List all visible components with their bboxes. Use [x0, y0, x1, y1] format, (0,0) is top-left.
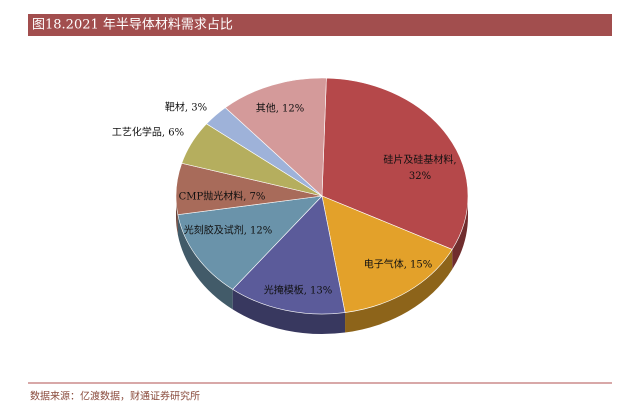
slice-label: CMP抛光材料, 7%	[179, 190, 266, 203]
title-bar	[28, 14, 612, 36]
slice-side	[452, 196, 468, 270]
slice	[224, 77, 327, 197]
slice	[321, 77, 469, 250]
source: 数据来源：亿渡数据，财通证券研究所	[30, 390, 200, 403]
pie: 硅片及硅基材料, 32% 电子气体, 15% 光掩模板, 13% 光刻胶及试剂, 12%…	[112, 77, 469, 334]
chart-title: 图18.2021 年半导体材料需求占比	[32, 18, 233, 33]
slice	[232, 195, 346, 315]
slice-label: 工艺化学品, 6%	[112, 126, 184, 139]
slice	[321, 195, 453, 313]
slice-label: 硅片及硅基材料, 32%	[383, 153, 456, 182]
slice-label: 靶材, 3%	[165, 101, 207, 114]
slice-side	[232, 289, 346, 334]
slice-label: 其他, 12%	[256, 102, 305, 115]
slice-label: 光刻胶及试剂, 12%	[184, 224, 273, 237]
slice-side	[177, 214, 233, 310]
slice-label: 光掩模板, 13%	[264, 284, 333, 297]
slice-label: 电子气体, 15%	[364, 258, 433, 271]
slice	[177, 195, 323, 290]
slice-side	[345, 249, 453, 333]
